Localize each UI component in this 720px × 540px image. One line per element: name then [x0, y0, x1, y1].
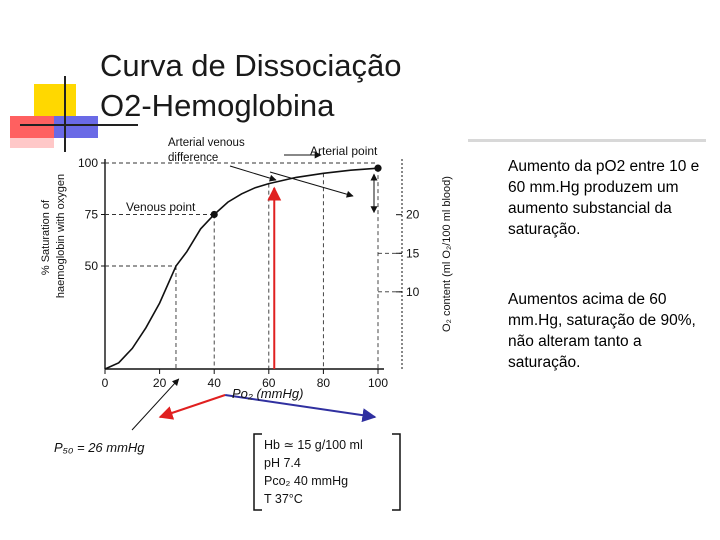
- x-tick-label: 80: [317, 376, 331, 390]
- note-saturation-plateau: Aumentos acima de 60 mm.Hg, saturação de…: [508, 291, 696, 371]
- x-tick-label: 60: [262, 376, 276, 390]
- p50-label: P₅₀ = 26 mmHg: [54, 440, 145, 455]
- y2-axis-label: O₂ content (ml O₂/100 ml blood): [441, 176, 453, 332]
- y2-tick-label: 20: [406, 208, 420, 222]
- x-tick-label: 100: [368, 376, 388, 390]
- x-axis-label: Po₂ (mmHg): [232, 386, 303, 401]
- p50-arrow: [131, 378, 180, 431]
- title-rule: [468, 139, 706, 142]
- conditions-box: Hb ≃ 15 g/100 ml pH 7.4 Pco₂ 40 mmHg T 3…: [253, 433, 401, 511]
- condition-hb: Hb ≃ 15 g/100 ml: [264, 438, 363, 452]
- y-axis-label: % Saturation of haemoglobin with oxygen: [40, 174, 67, 298]
- chart-guides: [105, 162, 402, 369]
- decorative-pink-square: [10, 138, 54, 148]
- y2-tick-label: 10: [406, 285, 420, 299]
- arterial-point-label: Arterial point: [310, 144, 378, 158]
- decorative-horizontal-line: [20, 124, 138, 126]
- decorative-red-square: [10, 116, 54, 138]
- y-tick-label: 50: [85, 259, 99, 273]
- slide-title-line-2: O2-Hemoglobina: [100, 88, 335, 123]
- blue-diagonal-arrow: [224, 394, 377, 423]
- y-tick-label: 100: [78, 156, 98, 170]
- dissociation-curve: [104, 167, 379, 370]
- dissociation-chart: 0 20 40 60 80 100 50 75 100 10 15 20 % Saturation o…: [40, 137, 453, 511]
- note-saturation-increase: Aumento da pO2 entre 10 e 60 mm.Hg produ…: [508, 158, 700, 238]
- arrow-difference-right: [269, 171, 354, 198]
- chart-ticks: 0 20 40 60 80 100 50 75 100 10 15 20: [78, 156, 420, 390]
- x-tick-label: 20: [153, 376, 167, 390]
- difference-label-line-2: difference: [168, 152, 218, 164]
- condition-pco2: Pco₂ 40 mmHg: [264, 474, 348, 488]
- arrow-difference-left: [229, 165, 277, 182]
- y-axis-label-line-2: haemoglobin with oxygen: [55, 174, 67, 298]
- difference-label-line-1: Arterial venous: [168, 137, 245, 149]
- y-tick-label: 75: [85, 208, 99, 222]
- y2-tick-label: 15: [406, 246, 420, 260]
- y-axis-label-line-1: % Saturation of: [40, 199, 52, 275]
- arterial-venous-difference-label: Arterial venous difference: [168, 137, 248, 164]
- red-diagonal-arrow: [158, 394, 226, 420]
- condition-temperature: T 37°C: [264, 492, 303, 506]
- chart-points: [210, 164, 382, 219]
- venous-point-label: Venous point: [126, 200, 196, 214]
- venous-point: [210, 210, 218, 219]
- slide-title-line-1: Curva de Dissociação: [100, 48, 402, 83]
- x-tick-label: 0: [102, 376, 109, 390]
- x-tick-label: 40: [208, 376, 222, 390]
- decorative-vertical-line: [64, 76, 66, 152]
- chart-axes: [104, 159, 403, 370]
- arterial-point: [374, 164, 382, 172]
- condition-ph: pH 7.4: [264, 456, 301, 470]
- chart-arrows: [131, 151, 378, 431]
